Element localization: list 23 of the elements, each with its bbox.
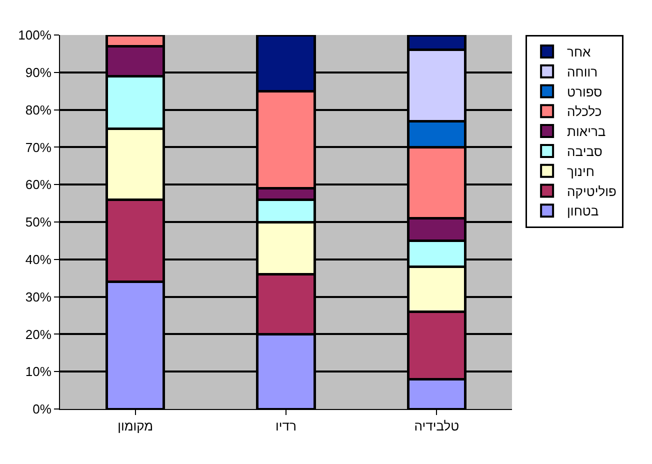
y-tick-label: 40% <box>25 252 52 267</box>
y-tick-label: 90% <box>25 64 52 80</box>
y-tick-label: 80% <box>25 102 52 118</box>
legend-label: כלכלה <box>567 104 602 120</box>
x-tick-label: מקומון <box>118 418 154 434</box>
legend-label: ספורט <box>567 84 602 100</box>
legend-label: פוליטיקה <box>567 184 616 199</box>
y-tick-label: 50% <box>25 214 52 230</box>
y-tick-label: 10% <box>25 364 52 380</box>
x-tick-label: טלבידיה <box>414 418 460 434</box>
y-tick-label: 60% <box>25 177 52 192</box>
y-tick-label: 20% <box>25 326 52 342</box>
y-tick-label: 0% <box>32 402 52 417</box>
y-tick-label: 70% <box>25 140 52 155</box>
legend-label: רווחה <box>567 64 598 80</box>
legend-label: בריאות <box>567 124 606 140</box>
legend-label: בטחון <box>567 204 599 219</box>
legend-label: סביבה <box>567 144 602 160</box>
y-tick-label: 30% <box>25 289 52 304</box>
y-tick-label: 100% <box>18 28 52 43</box>
x-tick-label: רדיו <box>276 418 296 434</box>
legend-label: אחר <box>567 44 591 60</box>
legend-label: חינוך <box>567 164 594 179</box>
